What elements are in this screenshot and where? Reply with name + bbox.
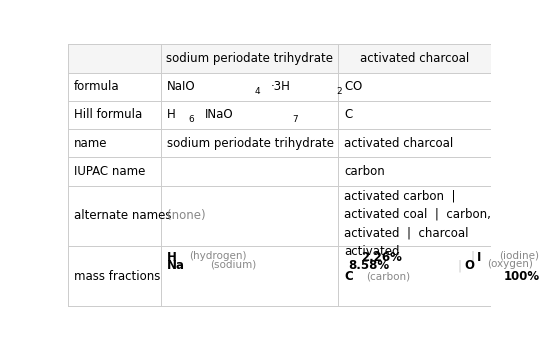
Bar xyxy=(161,157,338,186)
Text: activated charcoal: activated charcoal xyxy=(360,52,469,65)
Text: sodium periodate trihydrate: sodium periodate trihydrate xyxy=(166,52,333,65)
Bar xyxy=(68,246,161,306)
Bar xyxy=(338,101,490,129)
Text: ·3H: ·3H xyxy=(271,80,290,93)
Text: IUPAC name: IUPAC name xyxy=(74,165,145,178)
Text: formula: formula xyxy=(74,80,119,93)
Bar xyxy=(161,186,338,246)
Text: carbon: carbon xyxy=(344,165,385,178)
Text: Hill formula: Hill formula xyxy=(74,109,142,121)
Bar xyxy=(338,246,490,306)
Text: Na: Na xyxy=(167,260,185,272)
Text: sodium periodate trihydrate: sodium periodate trihydrate xyxy=(167,137,334,150)
Text: H: H xyxy=(167,251,177,264)
Bar xyxy=(338,157,490,186)
Bar xyxy=(338,186,490,246)
Text: 4: 4 xyxy=(254,87,260,96)
Text: I: I xyxy=(477,251,481,264)
Text: H: H xyxy=(167,109,175,121)
Text: (carbon): (carbon) xyxy=(366,271,410,281)
Text: NaIO: NaIO xyxy=(167,80,195,93)
Bar xyxy=(161,44,338,73)
Text: 7: 7 xyxy=(293,115,298,124)
Bar xyxy=(68,101,161,129)
Bar xyxy=(68,73,161,101)
Text: (iodine): (iodine) xyxy=(499,251,540,261)
Text: |: | xyxy=(458,260,462,272)
Bar xyxy=(161,73,338,101)
Bar xyxy=(338,129,490,157)
Text: O: O xyxy=(464,260,474,272)
Text: alternate names: alternate names xyxy=(74,209,171,222)
Bar xyxy=(68,44,161,73)
Bar xyxy=(161,129,338,157)
Text: INaO: INaO xyxy=(205,109,234,121)
Bar xyxy=(68,186,161,246)
Text: 6: 6 xyxy=(189,115,194,124)
Text: mass fractions: mass fractions xyxy=(74,270,160,282)
Text: (hydrogen): (hydrogen) xyxy=(189,251,246,261)
Text: activated charcoal: activated charcoal xyxy=(344,137,453,150)
Bar xyxy=(68,157,161,186)
Text: C: C xyxy=(344,109,352,121)
Bar xyxy=(161,246,338,306)
Bar xyxy=(68,129,161,157)
Text: (sodium): (sodium) xyxy=(210,260,257,270)
Text: |: | xyxy=(470,251,474,264)
Text: 2.26%: 2.26% xyxy=(361,251,402,264)
Text: (oxygen): (oxygen) xyxy=(487,260,532,270)
Text: activated carbon  |
activated coal  |  carbon,
activated  |  charcoal
activated: activated carbon | activated coal | carb… xyxy=(344,189,491,258)
Text: 100%: 100% xyxy=(504,270,540,282)
Text: C: C xyxy=(344,270,353,282)
Text: O: O xyxy=(353,80,362,93)
Bar xyxy=(338,73,490,101)
Text: (none): (none) xyxy=(167,209,205,222)
Bar xyxy=(161,101,338,129)
Text: C: C xyxy=(344,80,352,93)
Text: 2: 2 xyxy=(336,87,342,96)
Bar xyxy=(338,44,490,73)
Text: name: name xyxy=(74,137,107,150)
Text: 8.58%: 8.58% xyxy=(348,260,389,272)
